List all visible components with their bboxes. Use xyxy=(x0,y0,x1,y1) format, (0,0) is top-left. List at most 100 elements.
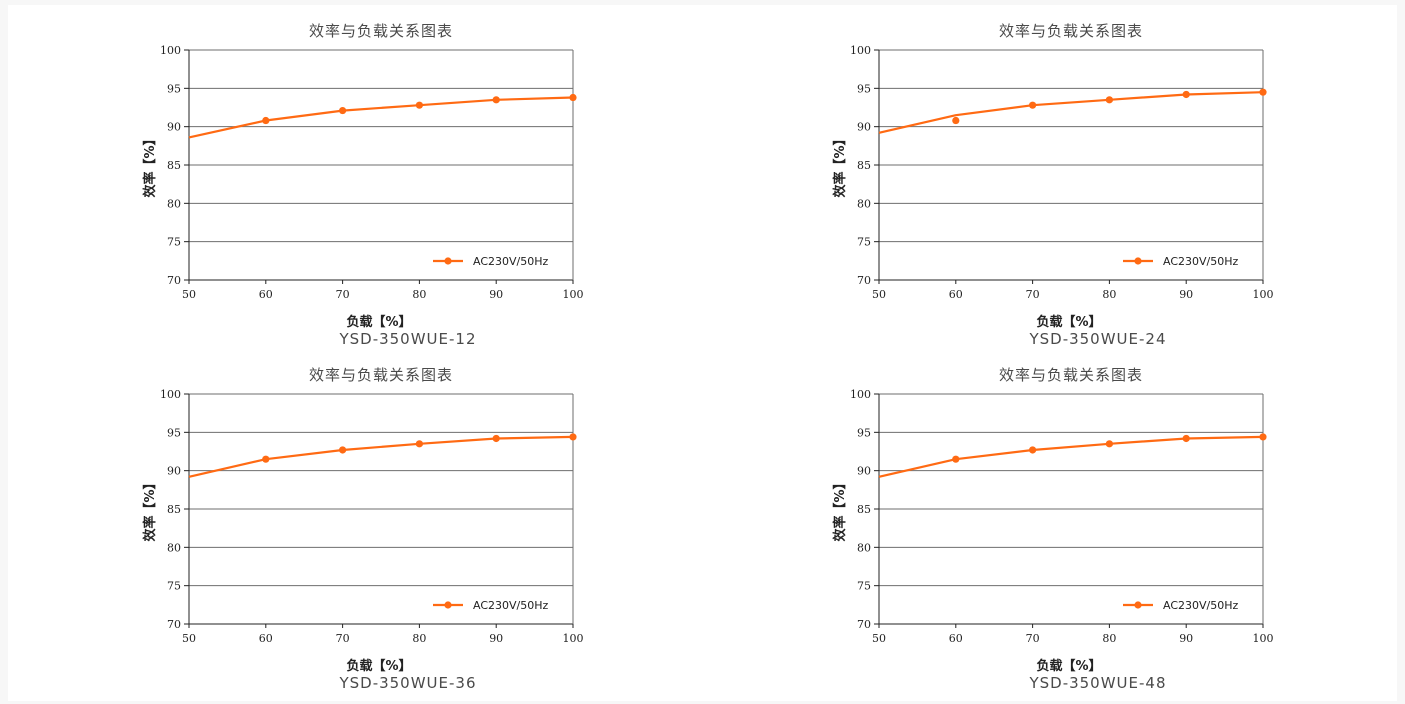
y-tick-label: 80 xyxy=(857,197,871,210)
y-axis-title: 效率【%】 xyxy=(142,476,158,541)
legend-marker xyxy=(444,257,452,265)
data-point xyxy=(952,116,960,125)
legend-marker xyxy=(1134,601,1142,609)
legend-label: AC230V/50Hz xyxy=(473,255,549,268)
y-tick-label: 95 xyxy=(857,426,871,439)
x-tick-label: 50 xyxy=(872,288,886,301)
model-caption: YSD-350WUE-24 xyxy=(1029,330,1167,348)
y-tick-label: 100 xyxy=(160,44,181,57)
x-tick-label: 80 xyxy=(412,632,426,645)
efficiency-line-chart: 效率与负载关系图表 70 75 80 85 90 95 100 50 60 70 80 90 100 负载【… xyxy=(142,366,584,674)
x-axis-title: 负载【%】 xyxy=(346,314,411,330)
data-point xyxy=(1182,90,1190,99)
data-point xyxy=(415,440,423,448)
x-tick-label: 80 xyxy=(1102,288,1116,301)
y-tick-label: 85 xyxy=(857,159,871,172)
y-tick-label: 90 xyxy=(857,465,871,478)
chart-grid: 效率与负载关系图表 70 75 80 85 90 95 100 50 60 70 80 90 100 负载【… xyxy=(8,5,1397,701)
y-tick-label: 70 xyxy=(857,274,871,287)
efficiency-chart-panel: 效率与负载关系图表 70 75 80 85 90 95 100 50 60 70 80 90 100 负载【… xyxy=(108,349,708,693)
model-caption: YSD-350WUE-36 xyxy=(339,674,477,692)
efficiency-chart-panel: 效率与负载关系图表 70 75 80 85 90 95 100 50 60 70 80 90 100 负载【… xyxy=(798,349,1398,693)
y-tick-label: 70 xyxy=(167,274,181,287)
x-tick-label: 70 xyxy=(336,288,350,301)
x-tick-label: 100 xyxy=(563,288,584,301)
y-axis-title: 效率【%】 xyxy=(142,132,158,197)
y-tick-label: 70 xyxy=(857,618,871,631)
y-tick-label: 75 xyxy=(857,580,871,593)
data-point xyxy=(1105,96,1113,104)
data-point xyxy=(1105,440,1113,448)
x-tick-label: 90 xyxy=(489,632,503,645)
data-point xyxy=(1029,101,1037,109)
series-line xyxy=(878,435,1264,478)
y-tick-label: 95 xyxy=(167,426,181,439)
efficiency-line-chart: 效率与负载关系图表 70 75 80 85 90 95 100 50 60 70 80 90 100 负载【… xyxy=(142,22,584,330)
y-tick-label: 100 xyxy=(160,388,181,401)
y-tick-label: 95 xyxy=(857,82,871,95)
model-caption: YSD-350WUE-12 xyxy=(339,330,477,348)
y-tick-label: 90 xyxy=(857,121,871,134)
y-tick-label: 85 xyxy=(167,159,181,172)
y-tick-label: 80 xyxy=(857,541,871,554)
x-tick-label: 80 xyxy=(412,288,426,301)
data-point xyxy=(1029,446,1037,454)
efficiency-line-chart: 效率与负载关系图表 70 75 80 85 90 95 100 50 60 70 80 90 100 负载【… xyxy=(832,22,1274,330)
y-axis-title: 效率【%】 xyxy=(832,476,848,541)
data-point xyxy=(1259,88,1267,96)
x-tick-label: 60 xyxy=(259,288,273,301)
x-tick-label: 60 xyxy=(259,632,273,645)
y-tick-label: 100 xyxy=(850,388,871,401)
series-line xyxy=(878,91,1264,134)
legend-label: AC230V/50Hz xyxy=(1163,255,1239,268)
y-tick-label: 70 xyxy=(167,618,181,631)
legend-label: AC230V/50Hz xyxy=(473,599,549,612)
data-point xyxy=(339,446,347,454)
y-tick-label: 95 xyxy=(167,82,181,95)
x-tick-label: 70 xyxy=(336,632,350,645)
x-axis-title: 负载【%】 xyxy=(1036,658,1101,674)
chart-title: 效率与负载关系图表 xyxy=(999,366,1143,384)
y-tick-label: 85 xyxy=(167,503,181,516)
legend-label: AC230V/50Hz xyxy=(1163,599,1239,612)
x-axis-title: 负载【%】 xyxy=(346,658,411,674)
model-caption: YSD-350WUE-48 xyxy=(1029,674,1167,692)
y-tick-label: 80 xyxy=(167,541,181,554)
x-tick-label: 90 xyxy=(1179,288,1193,301)
efficiency-chart-panel: 效率与负载关系图表 70 75 80 85 90 95 100 50 60 70 80 90 100 负载【… xyxy=(108,5,708,349)
data-point xyxy=(492,96,500,104)
chart-title: 效率与负载关系图表 xyxy=(309,22,453,40)
data-point xyxy=(1259,433,1267,441)
efficiency-line-chart: 效率与负载关系图表 70 75 80 85 90 95 100 50 60 70 80 90 100 负载【… xyxy=(832,366,1274,674)
data-point xyxy=(952,455,960,463)
y-tick-label: 85 xyxy=(857,503,871,516)
data-point xyxy=(1182,434,1190,443)
data-point xyxy=(262,455,270,463)
chart-title: 效率与负载关系图表 xyxy=(999,22,1143,40)
data-point xyxy=(415,101,423,109)
legend-marker xyxy=(444,601,452,609)
series-line xyxy=(188,435,574,478)
x-tick-label: 90 xyxy=(1179,632,1193,645)
y-tick-label: 75 xyxy=(167,236,181,249)
x-tick-label: 70 xyxy=(1026,288,1040,301)
x-tick-label: 80 xyxy=(1102,632,1116,645)
x-tick-label: 50 xyxy=(182,632,196,645)
y-tick-label: 80 xyxy=(167,197,181,210)
x-tick-label: 100 xyxy=(1253,632,1274,645)
x-tick-label: 50 xyxy=(182,288,196,301)
y-tick-label: 90 xyxy=(167,121,181,134)
x-tick-label: 50 xyxy=(872,632,886,645)
x-tick-label: 70 xyxy=(1026,632,1040,645)
x-tick-label: 100 xyxy=(1253,288,1274,301)
data-point xyxy=(569,93,577,102)
data-point xyxy=(339,106,347,115)
chart-title: 效率与负载关系图表 xyxy=(309,366,453,384)
efficiency-chart-panel: 效率与负载关系图表 70 75 80 85 90 95 100 50 60 70 80 90 100 负载【… xyxy=(798,5,1398,349)
y-tick-label: 75 xyxy=(167,580,181,593)
data-point xyxy=(569,433,577,441)
data-point xyxy=(492,434,500,443)
y-tick-label: 75 xyxy=(857,236,871,249)
legend-marker xyxy=(1134,257,1142,265)
x-tick-label: 90 xyxy=(489,288,503,301)
